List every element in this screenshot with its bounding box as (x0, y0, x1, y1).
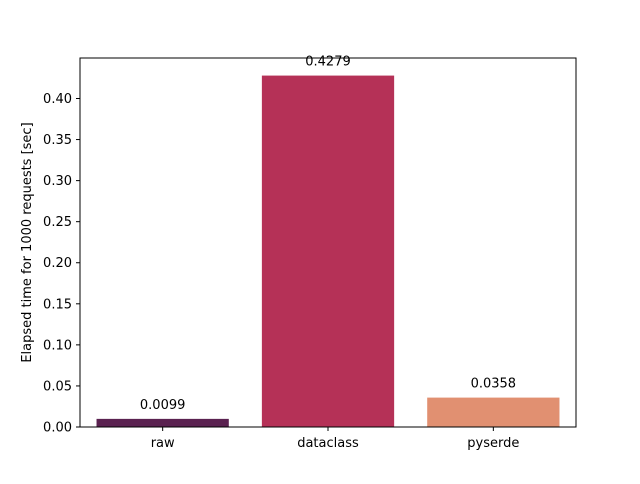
y-tick-label: 0.20 (43, 256, 72, 271)
plot-frame (79, 57, 577, 428)
y-tick-label: 0.00 (43, 421, 72, 436)
y-tick-label: 0.35 (43, 133, 72, 148)
y-tick-label: 0.40 (43, 92, 72, 107)
bar-dataclass (261, 75, 395, 427)
y-tick-label: 0.25 (43, 215, 72, 230)
bars-layer (96, 75, 560, 427)
y-tick-label: 0.30 (43, 174, 72, 189)
y-axis-label: Elapsed time for 1000 requests [sec] (20, 122, 35, 362)
bar-raw (96, 418, 229, 427)
y-tick-label: 0.05 (43, 379, 72, 394)
value-label: 0.4279 (305, 55, 351, 70)
x-tick-label: raw (151, 436, 175, 451)
y-axis-ticks: 0.00 0.05 0.10 0.15 0.20 0.25 0.30 0.35 0.40 (43, 92, 80, 436)
value-label: 0.0099 (140, 398, 186, 413)
y-tick-label: 0.10 (43, 338, 72, 353)
bar-pyserde (427, 397, 560, 427)
value-label: 0.0358 (471, 377, 517, 392)
x-tick-label: dataclass (297, 436, 359, 451)
x-axis-ticks: raw dataclass pyserde (151, 427, 519, 451)
y-tick-label: 0.15 (43, 297, 72, 312)
x-tick-label: pyserde (467, 436, 519, 451)
